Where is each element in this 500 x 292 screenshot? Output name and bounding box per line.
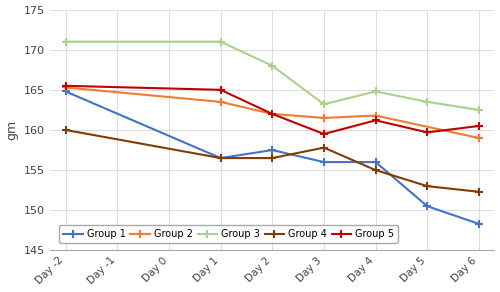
Group 1 [62, 90, 68, 93]
Line: Group 1: Group 1 [62, 87, 483, 228]
Y-axis label: gm: gm [6, 120, 18, 140]
Group 4 [372, 168, 378, 172]
Group 1 [372, 160, 378, 164]
Group 4 [476, 190, 482, 194]
Group 1 [424, 204, 430, 208]
Group 3 [62, 40, 68, 44]
Group 1 [321, 160, 327, 164]
Line: Group 5: Group 5 [62, 82, 483, 138]
Line: Group 4: Group 4 [62, 126, 483, 196]
Group 5 [62, 84, 68, 88]
Group 2 [321, 116, 327, 120]
Group 5 [270, 112, 276, 116]
Group 1 [218, 156, 224, 160]
Group 4 [62, 128, 68, 132]
Line: Group 2: Group 2 [62, 83, 483, 142]
Group 3 [218, 40, 224, 44]
Group 1 [476, 222, 482, 226]
Group 2 [218, 100, 224, 104]
Group 2 [372, 114, 378, 117]
Group 4 [270, 156, 276, 160]
Group 3 [270, 64, 276, 67]
Group 5 [321, 132, 327, 136]
Legend: Group 1, Group 2, Group 3, Group 4, Group 5: Group 1, Group 2, Group 3, Group 4, Grou… [60, 225, 398, 243]
Group 5 [424, 131, 430, 134]
Group 4 [218, 156, 224, 160]
Group 2 [270, 112, 276, 116]
Group 4 [424, 185, 430, 188]
Group 5 [372, 119, 378, 122]
Group 3 [424, 100, 430, 104]
Group 2 [62, 86, 68, 89]
Group 5 [476, 124, 482, 128]
Group 3 [372, 90, 378, 93]
Line: Group 3: Group 3 [62, 37, 483, 114]
Group 2 [476, 136, 482, 140]
Group 1 [270, 148, 276, 152]
Group 5 [218, 88, 224, 92]
Group 3 [321, 102, 327, 106]
Group 4 [321, 146, 327, 150]
Group 3 [476, 108, 482, 112]
